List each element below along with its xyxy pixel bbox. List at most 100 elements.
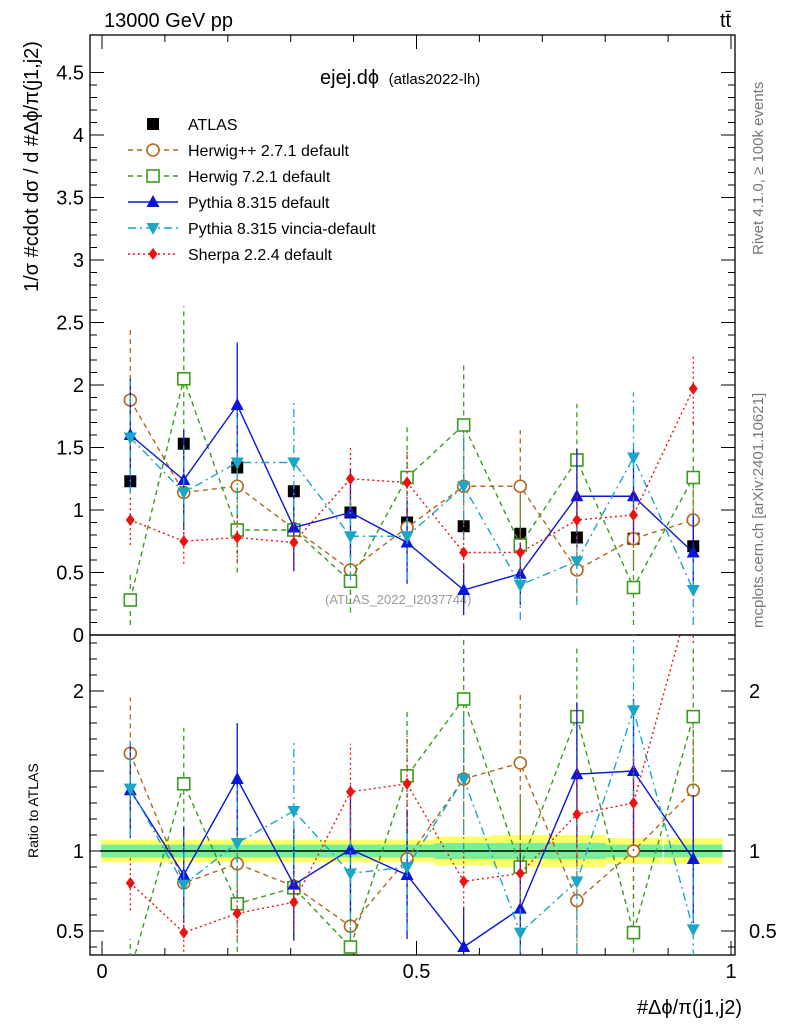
herwig7-ratio-point [124,965,136,977]
pythia-point [686,545,700,558]
sherpa-point [515,546,525,559]
series-herwigpp [123,330,701,602]
main-ytick-label: 0 [73,625,84,647]
ratio-ytick-label-right: 0.5 [749,921,777,943]
ratio-ylabel: Ratio to ATLAS [25,763,41,858]
sherpa-point [402,476,412,489]
main-ytick-label: 2.5 [56,313,84,335]
pythia-ratio-point [570,767,584,780]
series-herwig7 [123,306,701,625]
vincia-ratio-point [457,774,471,786]
ratio-series-vincia [123,635,700,955]
vincia-ratio-point [570,876,584,889]
vincia-point [230,457,244,470]
vincia-point [686,585,700,597]
herwig7-point [686,470,701,485]
pythia-ratio-point [287,877,301,890]
legend-label: Herwig++ 2.7.1 default [188,143,350,160]
main-ytick-label: 4.5 [56,63,84,85]
ratio-panel: 0.5 0.5 1 1 2 2 0 0.5 1 [56,635,777,983]
ratio-xlabel: #Δϕ/π(j1,j2) [637,997,742,1019]
pythia-ratio-point [686,852,700,864]
main-ytick-label: 0.5 [56,563,84,585]
legend-item-herwig7: Herwig 7.2.1 default [128,169,331,186]
herwig7-point [176,371,191,386]
ratio-series-herwig7 [124,635,701,977]
legend-marker [146,169,160,183]
process-label: tt̄ [720,10,732,32]
sherpa-point [459,546,469,559]
vincia-ratio-point [123,783,137,796]
pythia-point [627,489,641,502]
vincia-ratio-point [343,868,357,881]
vincia-point [513,580,527,592]
vincia-ratio-point [513,927,527,940]
main-ytick-label: 3 [73,250,84,272]
legend-label: Pythia 8.315 default [188,195,330,212]
pythia-ratio-point [230,772,244,784]
sherpa-point [232,531,242,544]
main-ytick-label: 1 [73,500,84,522]
legend-marker [146,195,160,207]
pythia-point [343,505,357,518]
herwig7-point [456,418,471,432]
ratio-xtick-label: 1 [725,961,736,983]
vincia-point [457,481,471,494]
vincia-point [343,531,357,544]
vincia-point [570,556,584,569]
sherpa-point [688,382,698,395]
ratio-xtick-label: 0 [96,961,107,983]
legend-item-sherpa: Sherpa 2.2.4 default [128,247,333,264]
ratio-series-sherpa [125,635,694,952]
ratio-ytick-label-right: 2 [749,681,760,703]
legend-marker [146,143,160,157]
series-vincia [123,381,700,625]
herwig7-ratio-line [134,697,694,955]
pythia-point [230,398,244,410]
pythia-point [570,489,584,502]
rivet-version-label: Rivet 4.1.0, ≥ 100k events [750,82,767,255]
ratio-panel-frame [89,634,736,956]
legend-label: Sherpa 2.2.4 default [188,247,333,264]
vincia-ratio-point [686,924,700,937]
sherpa-ratio-point [125,877,135,889]
mcplots-label: mcplots.cern.ch [arXiv:2401.10621] [750,393,767,628]
legend-marker [148,248,158,260]
watermark: (ATLAS_2022_I2037744) [325,592,471,607]
vincia-point [123,432,137,445]
herwigpp-ratio-point [513,756,528,770]
sherpa-ratio-point [515,867,525,880]
legend-marker [146,223,160,235]
sherpa-ratio-point [459,875,469,888]
vincia-line [129,437,694,591]
main-panel-frame [89,34,736,636]
plot-title-main: ejej.dϕ [320,67,379,89]
ratio-series-herwigpp [123,691,701,955]
main-ylabel: 1/σ #cdot dσ / d #Δϕ/π(j1,j2) [21,41,43,292]
herwig7-point [123,593,138,607]
pythia-ratio-point [343,842,357,855]
sherpa-ratio-line [129,635,681,934]
legend-label: Herwig 7.2.1 default [188,169,331,186]
main-ytick-label: 1.5 [56,438,84,460]
herwig7-ratio-point [626,925,641,940]
series-sherpa [125,353,698,575]
vincia-point [400,531,414,544]
main-ytick-label: 2 [73,375,84,397]
sherpa-point [629,509,639,521]
legend-item-herwigpp: Herwig++ 2.7.1 default [128,143,350,160]
legend-marker [147,118,159,130]
herwig7-ratio-point [456,692,471,706]
sherpa-point [345,472,355,485]
ratio-ytick-label-left: 0.5 [56,921,84,943]
herwig7-ratio-point [176,776,191,791]
vincia-ratio-point [177,879,191,892]
main-panel: 0 0.5 1 1.5 2 2.5 3 3.5 4 4.5 [56,35,735,647]
herwigpp-point [513,479,528,494]
legend-item-atlas: ATLAS [147,117,238,134]
sherpa-ratio-point [179,926,189,939]
ratio-series-group [123,635,701,977]
ratio-ytick-label-right: 1 [749,841,760,863]
vincia-point [287,457,301,470]
